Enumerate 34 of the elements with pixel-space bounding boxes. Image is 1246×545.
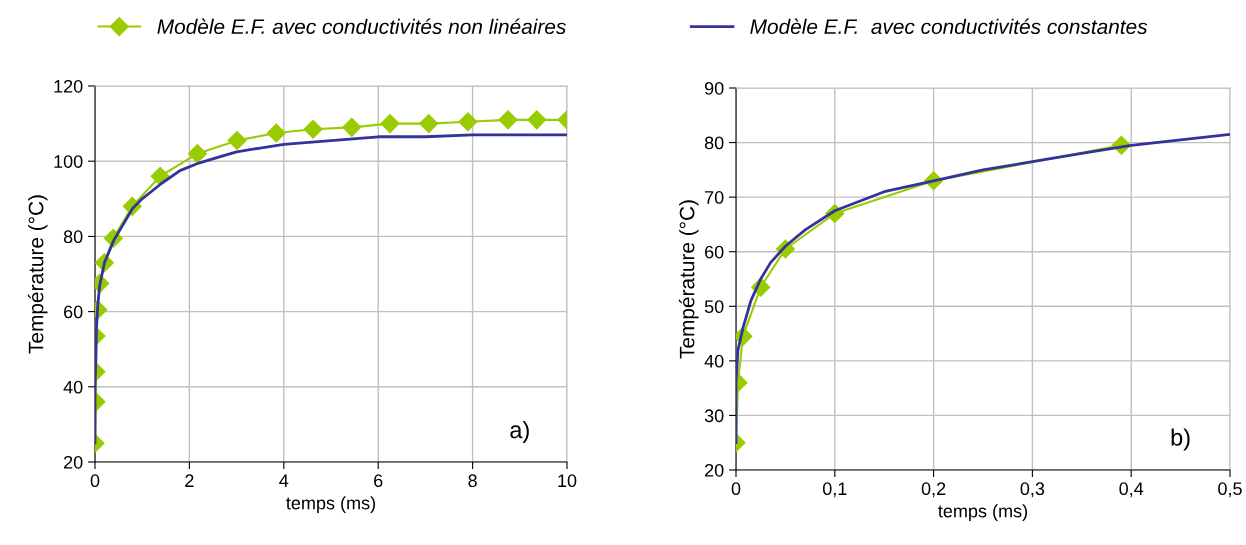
x-axis-title: temps (ms) bbox=[938, 504, 1028, 522]
x-tick-label: 0,2 bbox=[921, 482, 946, 498]
y-tick-label: 70 bbox=[705, 191, 724, 204]
x-tick-label: 2 bbox=[185, 474, 194, 487]
y-tick-label: 60 bbox=[705, 245, 724, 259]
x-tick-label: 6 bbox=[374, 474, 383, 488]
x-tick-label: 0,1 bbox=[822, 482, 847, 498]
y-tick-label: 40 bbox=[63, 380, 83, 394]
x-tick-label: 8 bbox=[468, 474, 477, 488]
y-tick-label: 40 bbox=[704, 354, 724, 368]
x-tick-label: 0,5 bbox=[1218, 482, 1242, 498]
y-tick-label: 100 bbox=[54, 155, 83, 168]
x-tick-label: 4 bbox=[279, 474, 289, 487]
annotation: a) bbox=[510, 420, 529, 443]
x-axis-title: temps (ms) bbox=[286, 496, 376, 514]
x-tick-label: 10 bbox=[558, 474, 577, 488]
x-tick-label: 0 bbox=[731, 482, 741, 496]
x-tick-label: 0,3 bbox=[1020, 482, 1045, 498]
y-tick-label: 20 bbox=[705, 463, 724, 477]
y-tick-label: 30 bbox=[704, 409, 724, 423]
y-tick-label: 50 bbox=[704, 300, 724, 314]
x-tick-label: 0 bbox=[90, 474, 100, 488]
y-tick-label: 80 bbox=[704, 136, 724, 150]
legend-label: Modèle E.F. avec conductivités constantes bbox=[750, 18, 1148, 35]
y-tick-label: 20 bbox=[64, 455, 83, 469]
y-tick-label: 90 bbox=[704, 81, 724, 95]
y-tick-label: 120 bbox=[54, 79, 83, 93]
y-axis-title: Température (°C) bbox=[27, 195, 48, 354]
y-axis-title: Température (°C) bbox=[678, 200, 699, 359]
y-tick-label: 80 bbox=[63, 230, 83, 244]
x-tick-label: 0,4 bbox=[1119, 482, 1144, 498]
legend-label: Modèle E.F. avec conductivités non linéaires bbox=[157, 18, 566, 35]
y-tick-label: 60 bbox=[64, 305, 83, 319]
annotation: b) bbox=[1171, 428, 1190, 451]
